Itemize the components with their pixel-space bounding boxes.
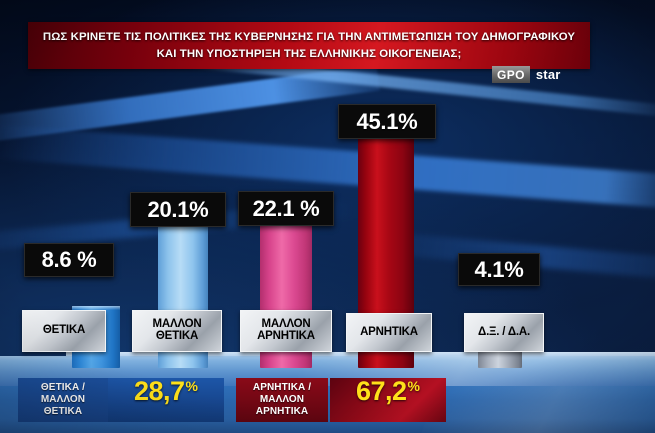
- category-label-dk-na: Δ.Ξ. / Δ.Α.: [464, 313, 544, 352]
- star-logo-text: star: [535, 67, 561, 82]
- value-plaque-thetika: 8.6 %: [24, 243, 114, 277]
- value-plaque-mallon-arnitika: 22.1 %: [238, 191, 334, 226]
- value-plaque-mallon-thetika: 20.1%: [130, 192, 226, 227]
- summary-label-positive: ΘΕΤΙΚΑ / ΜΑΛΛΟΝ ΘΕΤΙΚΑ: [18, 378, 108, 422]
- summary-label-negative: ΑΡΝΗΤΙΚΑ / ΜΑΛΛΟΝ ΑΡΝΗΤΙΚΑ: [236, 378, 328, 422]
- value-plaque-dk-na: 4.1%: [458, 253, 540, 286]
- category-label-arnitika: ΑΡΝΗΤΙΚΑ: [346, 313, 432, 352]
- value-plaque-arnitika: 45.1%: [338, 104, 436, 139]
- category-label-mallon-arnitika: ΜΑΛΛΟΝ ΑΡΝΗΤΙΚΑ: [240, 310, 332, 352]
- category-label-mallon-thetika: ΜΑΛΛΟΝ ΘΕΤΙΚΑ: [132, 310, 222, 352]
- category-label-thetika: ΘΕΤΙΚΑ: [22, 310, 106, 352]
- summary-value-positive: 28,7 %: [108, 378, 224, 422]
- summary-value-negative: 67,2 %: [330, 378, 446, 422]
